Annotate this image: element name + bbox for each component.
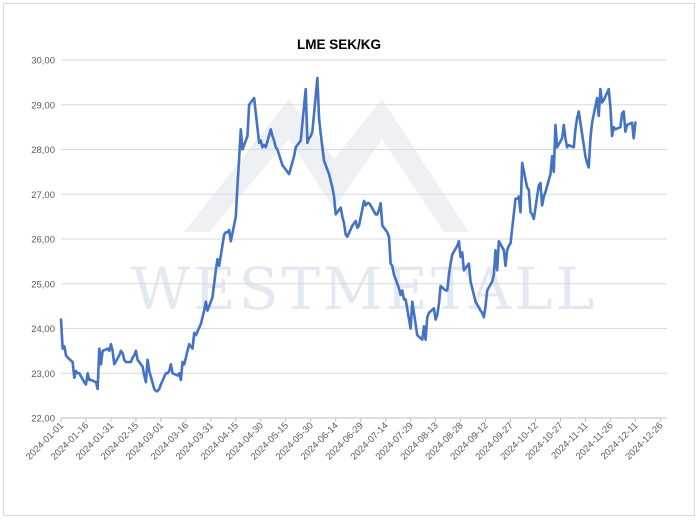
y-axis-ticks: 22,00 23,00 24,00 25,00 26,00 27,00 28,00 29,00… bbox=[31, 56, 55, 425]
line-chart: WESTMETALL 22,00 23,00 24,00 25,00 26,00 27,0… bbox=[24, 37, 667, 462]
watermark-logo: WESTMETALL bbox=[131, 99, 598, 323]
gridlines bbox=[61, 59, 667, 374]
y-tick-label: 27,00 bbox=[31, 190, 55, 201]
y-tick-label: 23,00 bbox=[31, 369, 55, 380]
y-tick-label: 24,00 bbox=[31, 324, 55, 335]
chart-area: WESTMETALL 22,00 23,00 24,00 25,00 26,00 27,0… bbox=[3, 3, 695, 516]
x-axis-ticks: 2024-01-012024-01-162024-01-312024-02-15… bbox=[24, 418, 665, 462]
y-tick-label: 26,00 bbox=[31, 235, 55, 246]
y-tick-label: 25,00 bbox=[31, 279, 55, 290]
y-tick-label: 28,00 bbox=[31, 145, 55, 156]
chart-title: LME SEK/KG bbox=[297, 37, 381, 52]
y-tick-label: 30,00 bbox=[31, 56, 55, 67]
watermark-text: WESTMETALL bbox=[131, 255, 598, 323]
series-line-lme-sek-kg bbox=[59, 76, 637, 393]
y-tick-label: 29,00 bbox=[31, 100, 55, 111]
y-tick-label: 22,00 bbox=[31, 414, 55, 425]
